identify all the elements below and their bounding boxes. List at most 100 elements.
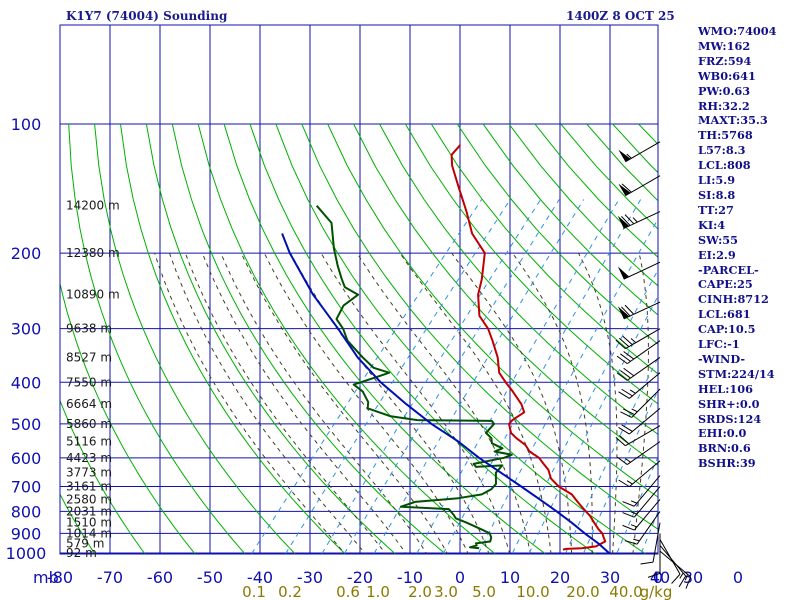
mixing-ratio-line: [564, 356, 658, 554]
wind-barb-feather: [621, 388, 633, 397]
wind-barb-flag: [617, 306, 630, 319]
dry-adiabat: [430, 123, 658, 375]
wind-barb-feather: [623, 367, 635, 377]
index-item: CINH:8712: [698, 292, 769, 307]
mixing-ratio-label: 40.0: [609, 583, 642, 600]
pressure-unit-label: mb: [33, 568, 59, 587]
index-item: RH:32.2: [698, 98, 750, 113]
index-item: PW:0.63: [698, 83, 751, 98]
index-item: BSHR:39: [698, 456, 756, 471]
mixing-ratio-label: g/kg: [640, 583, 673, 600]
moist-adiabat: [399, 252, 552, 554]
temp-tick-label: -60: [147, 568, 173, 587]
mixing-ratio-line: [415, 199, 620, 554]
chart-series: [281, 144, 610, 554]
dry-adiabat: [68, 123, 246, 554]
plot-frame: [59, 24, 659, 555]
height-label: 3773 m: [66, 466, 112, 480]
height-label: 8527 m: [66, 350, 112, 364]
wind-barb-staff: [659, 545, 687, 577]
dry-adiabat: [353, 123, 658, 467]
wind-barb: [617, 261, 661, 280]
wind-barb-staff: [629, 407, 661, 435]
wind-barb-half: [630, 524, 638, 528]
wind-barb-feather: [615, 436, 626, 447]
wind-barb-feather: [640, 561, 654, 565]
wind-axis-label: 0: [733, 568, 743, 587]
wind-barb-feather: [671, 573, 681, 584]
wind-barb-half: [684, 574, 689, 581]
pressure-tick-500: 500: [11, 415, 42, 434]
wind-barb-feather: [616, 372, 628, 381]
mixing-ratio-line: [640, 510, 658, 554]
wind-barb-staff: [625, 175, 661, 197]
wind-barb-flag: [618, 183, 631, 196]
wind-barb-flag: [617, 215, 630, 229]
dry-adiabat: [120, 123, 347, 554]
wind-barb-staff: [625, 425, 661, 447]
dry-adiabat: [327, 123, 658, 498]
index-item: -WIND-: [698, 351, 746, 366]
index-item: EHI:0.0: [698, 426, 747, 441]
wind-barb: [659, 550, 692, 589]
mixing-ratio-line: [284, 199, 511, 554]
wind-barb: [616, 441, 661, 465]
wind-barb-feather: [615, 339, 626, 350]
wind-barb-feather: [678, 575, 687, 588]
height-label: 579 m: [66, 536, 104, 550]
wind-barb-feather: [620, 411, 632, 418]
index-item: CAP:10.5: [698, 322, 756, 337]
mixing-ratio-line: [250, 199, 483, 554]
height-label: 1014 m: [66, 526, 112, 540]
dry-adiabat: [197, 123, 497, 554]
mixing-ratio-line: [321, 199, 542, 554]
wind-barb: [618, 175, 661, 197]
wind-barb-staff: [633, 475, 661, 507]
height-label: 5116 m: [66, 435, 112, 449]
wind-barb-half: [630, 338, 637, 344]
pressure-tick-1000: 1000: [6, 544, 47, 563]
wind-barb-feather: [621, 215, 631, 226]
index-item: LFC:-1: [698, 337, 740, 352]
mixing-ratio-line: [343, 199, 560, 554]
wind-barb-staff: [636, 511, 661, 545]
dry-adiabat: [145, 123, 397, 554]
wind-barb: [640, 522, 661, 565]
temp-tick-label: 20: [550, 568, 570, 587]
index-item: CAPE:25: [698, 277, 753, 292]
wind-barb-feather: [616, 355, 628, 365]
index-item: SW:55: [698, 232, 738, 247]
dry-adiabat: [275, 123, 647, 554]
pressure-tick-700: 700: [11, 478, 42, 497]
index-item: LCL:681: [698, 307, 751, 322]
temp-tick-label: -40: [247, 568, 273, 587]
moist-adiabat: [154, 252, 346, 554]
index-item: LCL:808: [698, 158, 751, 173]
wind-barbs: [615, 141, 692, 589]
wind-barb-feather: [621, 306, 631, 317]
wind-barb-feather: [622, 501, 635, 507]
index-item: EI:2.9: [698, 247, 736, 262]
dry-adiabat: [794, 124, 800, 562]
parcel-line: [281, 233, 610, 554]
wind-barb: [617, 301, 661, 320]
wind-barb: [618, 407, 661, 435]
wind-barb-feather: [624, 304, 635, 315]
wind-barb-half: [633, 538, 640, 542]
wind-barb-half: [630, 511, 638, 515]
wind-barb: [659, 545, 687, 588]
wind-barb-staff: [625, 328, 661, 350]
wind-barb-feather: [619, 434, 630, 445]
moist-adiabat: [290, 252, 490, 554]
wind-barb-staff: [626, 340, 661, 365]
wind-barb-feather: [685, 576, 692, 589]
dry-adiabat: [94, 123, 296, 554]
temp-tick-label: 40: [650, 568, 670, 587]
wind-barb-staff: [633, 486, 661, 518]
moist-adiabat: [240, 252, 449, 554]
wind-barb-feather: [620, 370, 631, 379]
mixing-ratio-label: 10.0: [516, 583, 549, 600]
pressure-tick-300: 300: [11, 320, 42, 339]
temp-tick-label: -30: [297, 568, 323, 587]
